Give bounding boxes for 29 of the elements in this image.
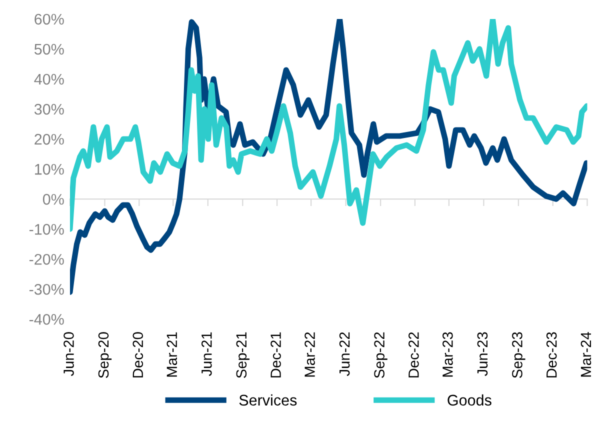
x-tick-label: Mar-24 (580, 332, 592, 377)
x-tick-label: Jun-20 (64, 332, 74, 376)
y-tick-label: 60% (34, 14, 64, 25)
x-tick-label: Sep-23 (512, 332, 526, 378)
x-tick-label: Dec-23 (546, 332, 557, 378)
y-tick-label: 0% (42, 194, 64, 205)
y-tick-label: 20% (34, 134, 64, 145)
y-tick-label: 40% (34, 74, 64, 85)
x-tick-label: Sep-20 (98, 332, 112, 378)
y-tick-label: -30% (29, 284, 64, 295)
y-tick-label: 10% (35, 164, 64, 175)
legend-label: Services (239, 394, 297, 406)
x-tick-label: Sep-22 (374, 332, 388, 378)
y-tick-label: -40% (29, 314, 64, 325)
y-tick-label: -20% (29, 254, 64, 265)
x-tick-label: Dec-20 (132, 332, 144, 378)
legend-label: Goods (448, 394, 492, 406)
x-tick-label: Jun-22 (339, 332, 350, 376)
x-tick-label: Jun-23 (477, 332, 488, 376)
x-tick-label: Dec-22 (408, 332, 419, 378)
x-tick-label: Mar-21 (166, 332, 178, 377)
x-tick-label: Jun-21 (201, 332, 212, 376)
x-tick-label: Dec-21 (270, 332, 281, 378)
y-tick-label: -10% (29, 224, 64, 235)
x-tick-label: Mar-23 (442, 332, 453, 377)
x-tick-label: Sep-21 (236, 332, 250, 378)
y-tick-label: 30% (34, 104, 64, 115)
y-tick-label: 50% (34, 44, 64, 55)
x-tick-label: Mar-22 (304, 332, 315, 377)
